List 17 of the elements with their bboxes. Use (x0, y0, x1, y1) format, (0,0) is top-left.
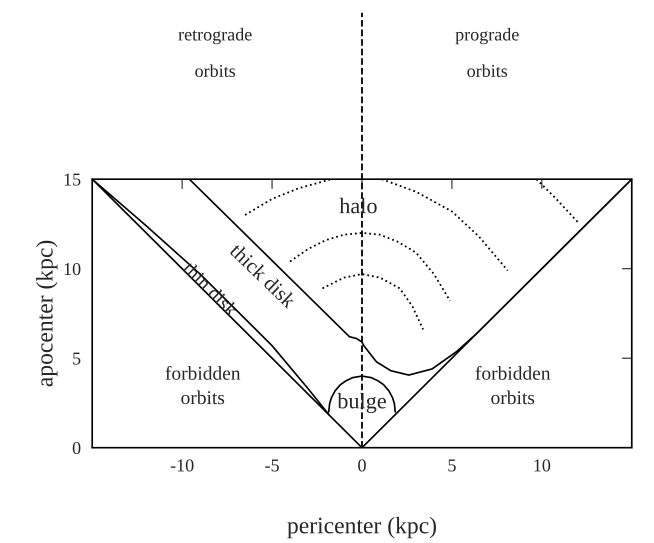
annotation: forbidden orbits (476, 366, 550, 404)
text: retrograde orbits (178, 28, 252, 78)
y-axis-title: apocenter (kpc) (36, 240, 58, 386)
x-tick-label: 0 (358, 459, 366, 472)
y-tick-label: 5 (73, 352, 80, 365)
x-tick-label: -5 (265, 460, 279, 472)
text: prograde orbits (455, 28, 519, 78)
x-tick-label: 10 (534, 459, 550, 472)
annotation: bulge (337, 392, 386, 414)
annotation: forbidden orbits (166, 366, 240, 404)
x-axis-title: pericenter (kpc) (287, 516, 436, 538)
y-tick-label: 10 (64, 262, 80, 276)
x-tick-label: 5 (448, 460, 456, 472)
x-tick-label: -10 (170, 459, 194, 472)
y-tick-label: 0 (72, 442, 80, 454)
annotation: halo (339, 198, 377, 214)
y-tick-label: 15 (64, 174, 80, 186)
